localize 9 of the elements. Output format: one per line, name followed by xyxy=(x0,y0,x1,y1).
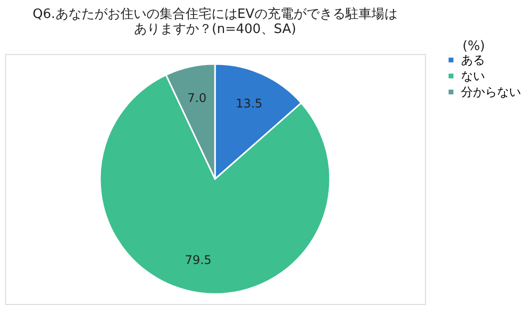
data-label: 79.5 xyxy=(184,253,212,268)
legend-label: 分からない xyxy=(461,85,521,99)
text: (%) xyxy=(462,39,485,54)
data-label: 13.5 xyxy=(236,96,262,111)
legend-label: ある xyxy=(461,53,485,67)
text: ありますか？(n=400、SA) xyxy=(134,22,296,37)
data-label: 7.0 xyxy=(187,91,206,106)
legend-label: ない xyxy=(461,69,485,83)
text: Q6.あなたがお住いの集合住宅にはEVの充電ができる駐車場は xyxy=(32,7,398,22)
